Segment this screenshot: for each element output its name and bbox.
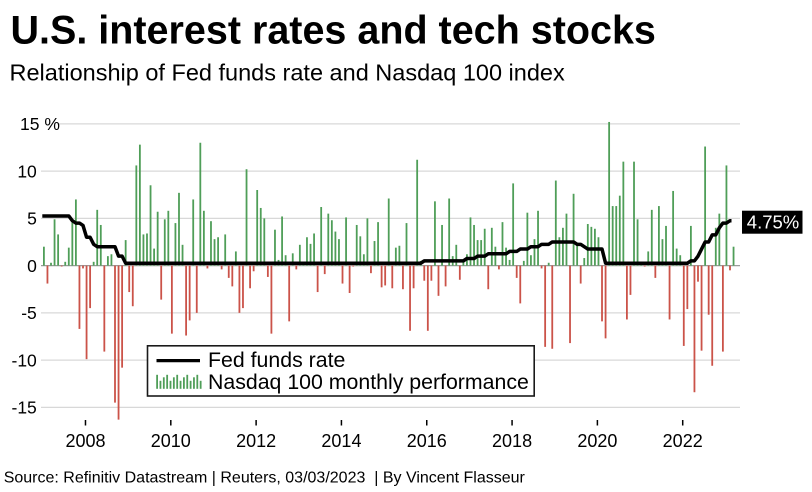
svg-text:Nasdaq 100 monthly performance: Nasdaq 100 monthly performance: [208, 370, 529, 394]
svg-text:Source: Refinitiv Datastream |: Source: Refinitiv Datastream | Reuters, …: [4, 469, 526, 486]
svg-text:2016: 2016: [407, 431, 447, 451]
svg-text:2014: 2014: [321, 431, 361, 451]
svg-text:5: 5: [27, 209, 37, 229]
svg-text:15 %: 15 %: [20, 114, 60, 134]
svg-text:U.S. interest rates and tech s: U.S. interest rates and tech stocks: [11, 9, 656, 53]
svg-text:-5: -5: [21, 303, 37, 323]
svg-text:2008: 2008: [65, 431, 105, 451]
svg-text:4.75%: 4.75%: [747, 211, 799, 232]
svg-text:-15: -15: [12, 398, 37, 418]
svg-text:2010: 2010: [151, 431, 191, 451]
svg-text:2018: 2018: [492, 431, 532, 451]
svg-text:Fed funds rate: Fed funds rate: [208, 348, 345, 372]
svg-text:-10: -10: [12, 350, 38, 370]
svg-text:0: 0: [27, 256, 37, 276]
svg-text:10: 10: [17, 161, 37, 181]
svg-text:2012: 2012: [236, 431, 276, 451]
svg-text:2020: 2020: [577, 431, 617, 451]
svg-text:2022: 2022: [663, 431, 703, 451]
svg-text:Relationship of Fed funds rate: Relationship of Fed funds rate and Nasda…: [10, 59, 565, 85]
